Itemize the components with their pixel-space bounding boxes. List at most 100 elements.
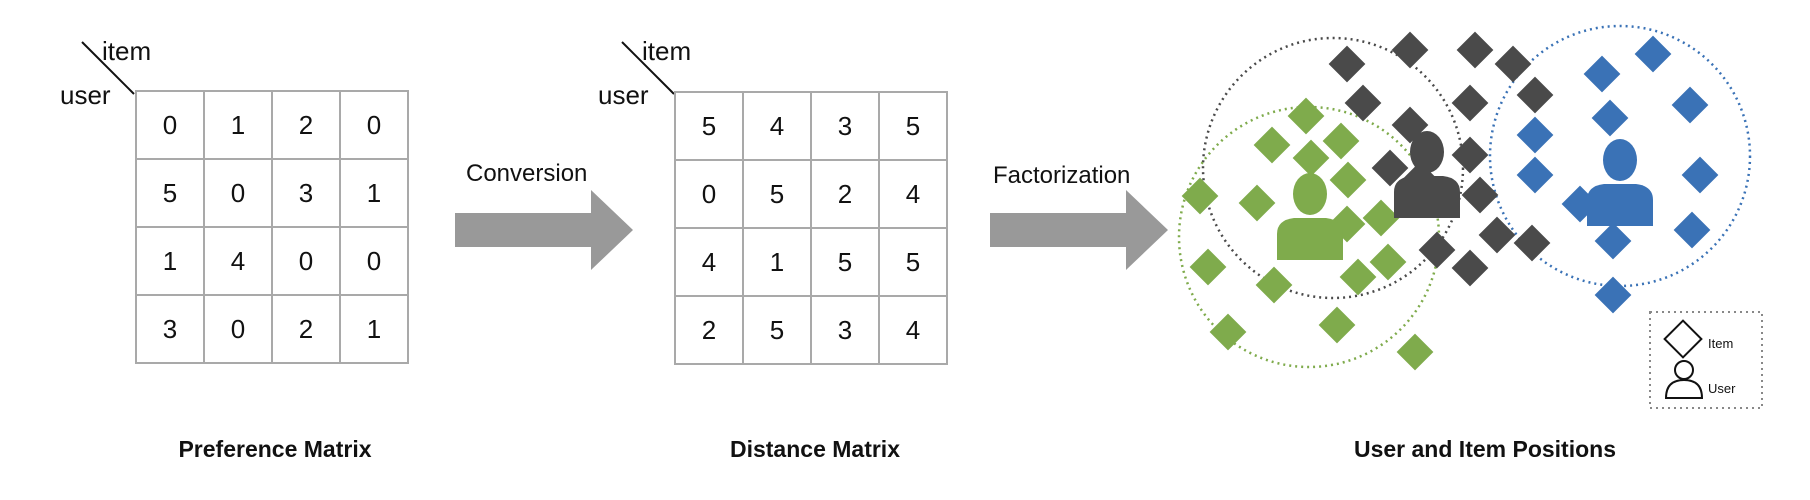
preference-cell: 3	[271, 158, 341, 228]
preference-cell: 0	[339, 90, 409, 160]
dark-item-diamond	[1391, 31, 1429, 69]
green-item-diamond	[1318, 306, 1356, 344]
preference-cell: 4	[203, 226, 273, 296]
item-diamonds	[1181, 31, 1719, 371]
distance-cell: 5	[878, 227, 948, 297]
distance-cell: 3	[810, 91, 880, 161]
conversion-arrow	[455, 190, 633, 270]
legend-user-icon	[1664, 360, 1704, 399]
green-user-icon-body	[1277, 218, 1343, 260]
dark-item-diamond	[1478, 216, 1516, 254]
legend-user-label: User	[1708, 381, 1736, 396]
green-item-diamond	[1189, 248, 1227, 286]
green-item-diamond	[1209, 313, 1247, 351]
dark-user-icon-body	[1394, 176, 1460, 218]
blue-user-icon	[1587, 139, 1653, 226]
preference-header-diagonal	[81, 41, 135, 95]
green-item-diamond	[1181, 177, 1219, 215]
preference-cell: 1	[203, 90, 273, 160]
preference-cell: 2	[271, 90, 341, 160]
preference-cell: 0	[339, 226, 409, 296]
green-item-diamond	[1396, 333, 1434, 371]
distance-cell: 5	[810, 227, 880, 297]
preference-cell: 2	[271, 294, 341, 364]
dark-item-diamond	[1328, 45, 1366, 83]
dark-item-diamond	[1418, 231, 1456, 269]
green-item-diamond	[1329, 161, 1367, 199]
distance-row-label: user	[598, 80, 649, 110]
conversion-label: Conversion	[466, 160, 588, 187]
legend: Item User	[1649, 311, 1763, 409]
distance-cell: 5	[742, 159, 812, 229]
dark-item-diamond	[1494, 45, 1532, 83]
green-item-diamond	[1362, 199, 1400, 237]
preference-cell: 0	[203, 294, 273, 364]
green-item-diamond	[1292, 139, 1330, 177]
dark-item-diamond	[1461, 176, 1499, 214]
green-item-diamond	[1255, 266, 1293, 304]
green-user-icon-head	[1293, 173, 1327, 215]
distance-cell: 5	[674, 91, 744, 161]
preference-row-label: user	[60, 80, 111, 110]
distance-cell: 2	[674, 295, 744, 365]
user-icons	[1277, 131, 1653, 260]
distance-cell: 5	[878, 91, 948, 161]
preference-cell: 5	[135, 158, 205, 228]
dark-item-diamond	[1451, 136, 1489, 174]
green-item-diamond	[1322, 122, 1360, 160]
preference-caption: Preference Matrix	[178, 436, 372, 462]
green-user-icon	[1277, 173, 1343, 260]
dark-item-diamond	[1451, 84, 1489, 122]
distance-cell: 1	[742, 227, 812, 297]
blue-item-diamond	[1516, 156, 1554, 194]
distance-cell: 4	[742, 91, 812, 161]
blue-item-diamond	[1594, 276, 1632, 314]
preference-cell: 1	[339, 294, 409, 364]
blue-item-diamond	[1681, 156, 1719, 194]
preference-cell: 0	[271, 226, 341, 296]
preference-cell: 1	[135, 226, 205, 296]
dark-cluster-circle	[1201, 36, 1465, 300]
distance-cell: 3	[810, 295, 880, 365]
factorization-label: Factorization	[993, 162, 1131, 189]
dark-item-diamond	[1513, 224, 1551, 262]
blue-item-diamond	[1516, 116, 1554, 154]
distance-cell: 4	[878, 159, 948, 229]
blue-item-diamond	[1673, 211, 1711, 249]
green-item-diamond	[1287, 97, 1325, 135]
distance-cell: 0	[674, 159, 744, 229]
preference-col-label: item	[102, 36, 152, 66]
blue-item-diamond	[1591, 99, 1629, 137]
blue-user-icon-head	[1603, 139, 1637, 181]
distance-cell: 2	[810, 159, 880, 229]
legend-box	[1649, 311, 1763, 409]
legend-item-label: Item	[1708, 336, 1733, 351]
blue-item-diamond	[1671, 86, 1709, 124]
green-item-diamond	[1238, 184, 1276, 222]
blue-item-diamond	[1594, 222, 1632, 260]
positions-caption: User and Item Positions	[1353, 436, 1616, 462]
distance-header-diagonal	[621, 41, 675, 95]
preference-cell: 3	[135, 294, 205, 364]
preference-cell: 0	[135, 90, 205, 160]
distance-caption: Distance Matrix	[729, 436, 900, 462]
preference-cell: 1	[339, 158, 409, 228]
factorization-arrow	[990, 190, 1168, 270]
dark-item-diamond	[1456, 31, 1494, 69]
dark-user-icon	[1394, 131, 1460, 218]
dark-item-diamond	[1371, 149, 1409, 187]
green-item-diamond	[1253, 126, 1291, 164]
dark-item-diamond	[1344, 84, 1382, 122]
distance-col-label: item	[642, 36, 692, 66]
